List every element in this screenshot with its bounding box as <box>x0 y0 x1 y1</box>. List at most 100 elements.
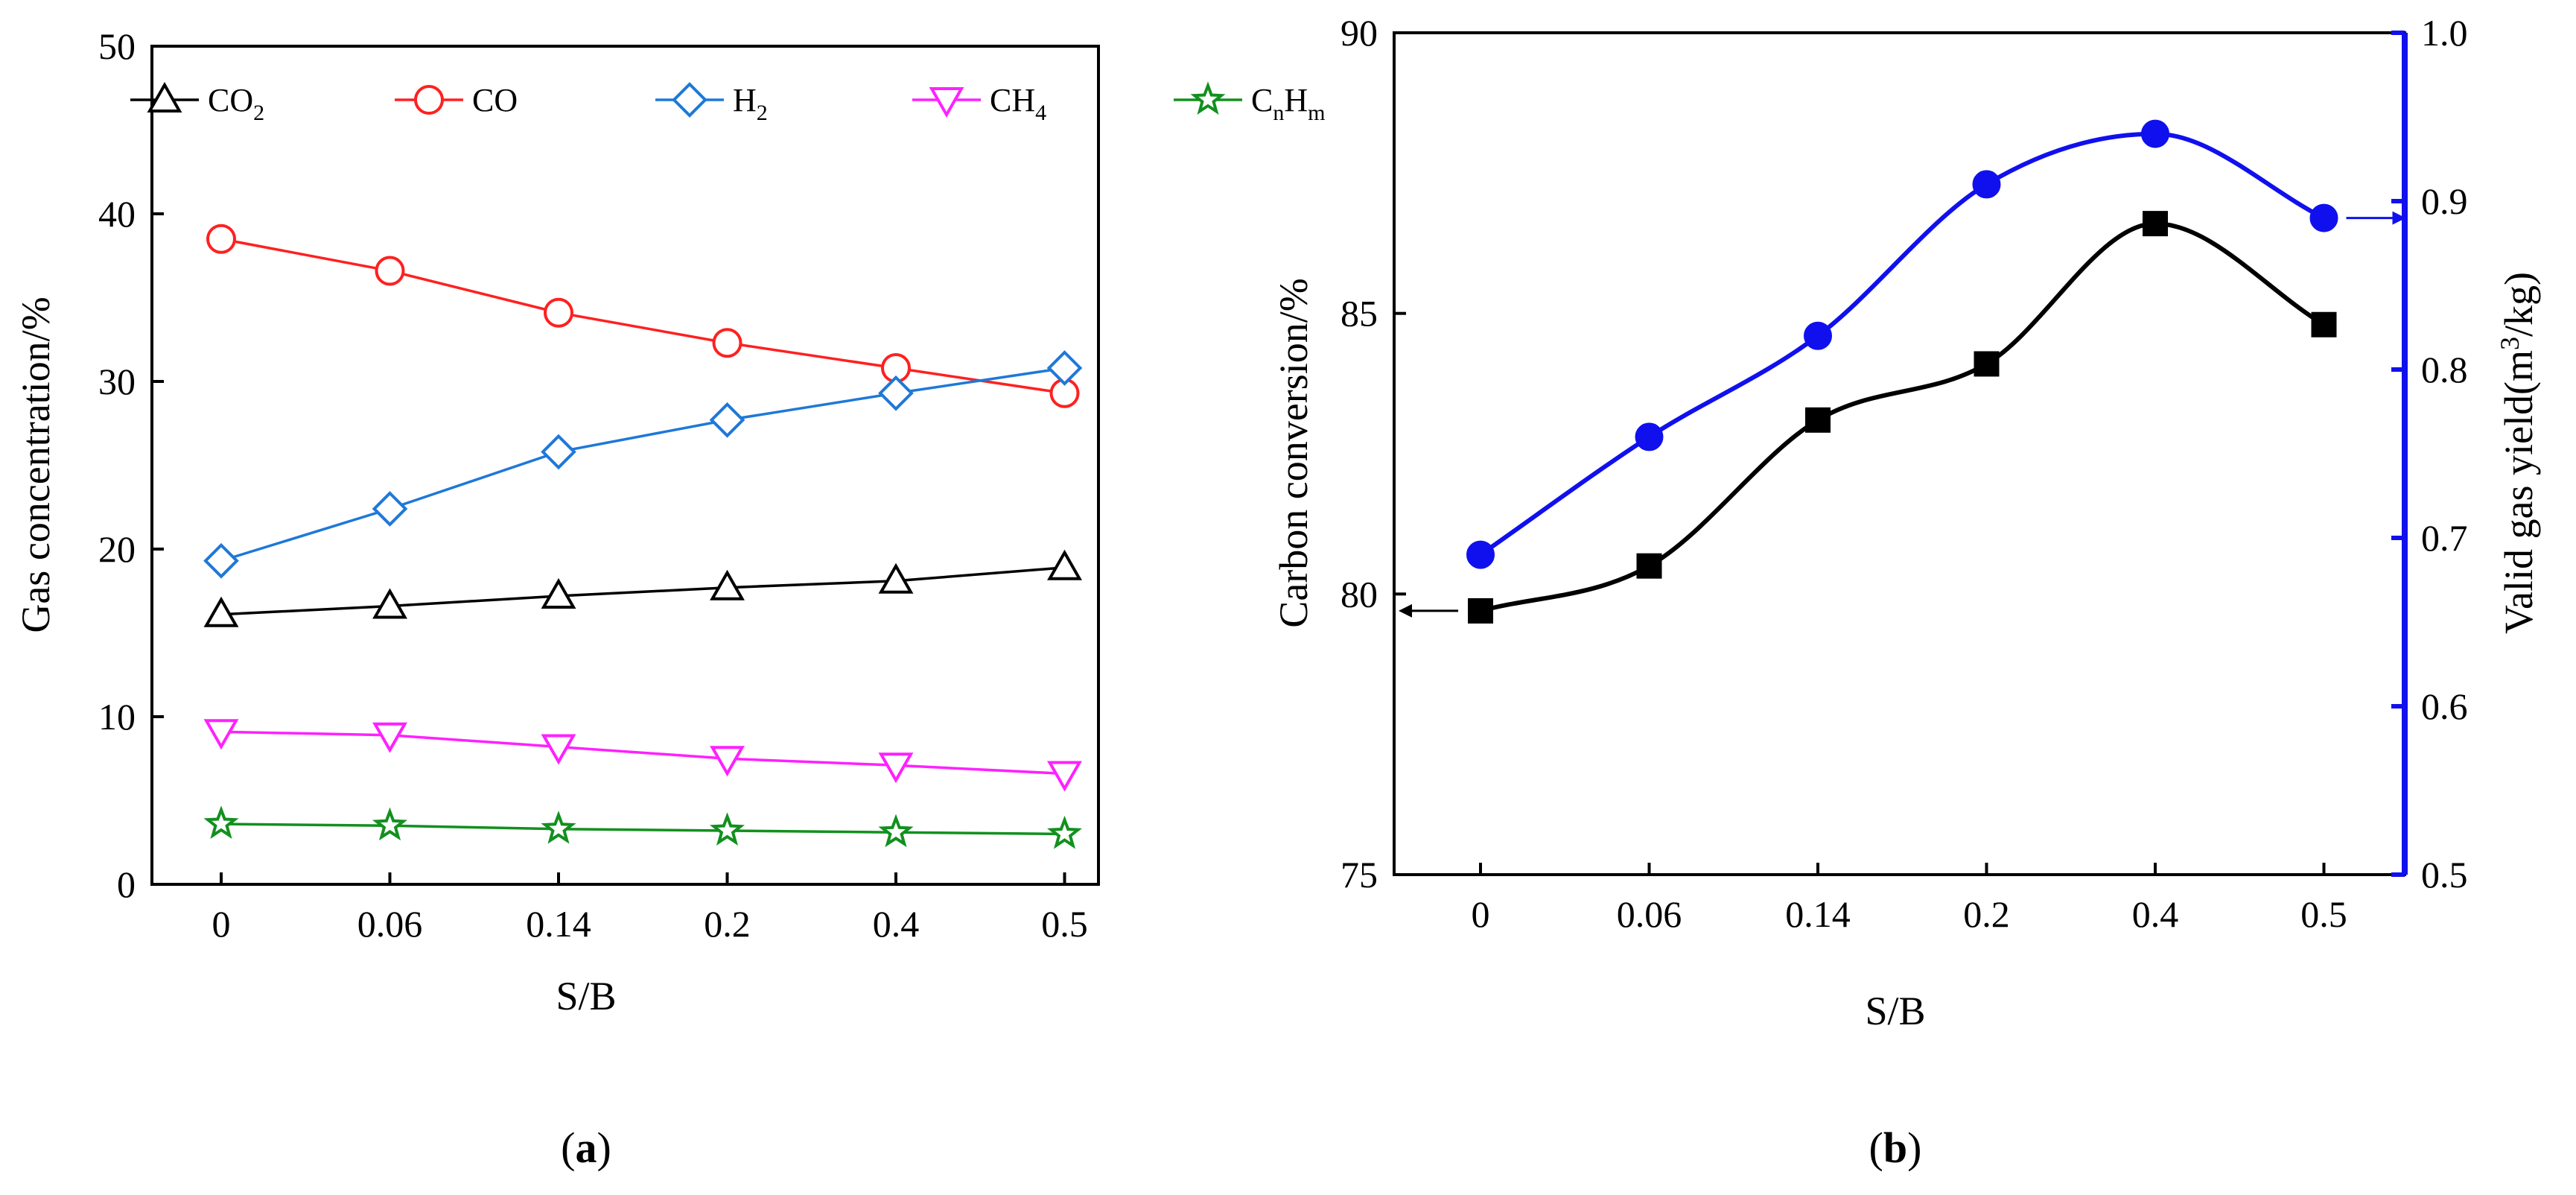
chart-a-point-ch4 <box>372 722 407 753</box>
caption-a-letter: a <box>576 1123 597 1172</box>
chart-a-line-h2 <box>220 367 1065 562</box>
chart-b-y-tick-label-right: 1.0 <box>2421 12 2468 54</box>
chart-b-point-gas <box>2141 119 2169 148</box>
chart-a-x-tick-label: 0.06 <box>357 903 423 945</box>
chart-b-point-carbon <box>1974 351 2000 377</box>
chart-a-point-h2 <box>878 375 914 411</box>
chart-a-point-h2 <box>372 491 408 527</box>
chart-a-point-cnhm <box>878 814 914 848</box>
chart-a-x-tick-label: 0 <box>212 903 231 945</box>
chart-b-x-tick-label: 0 <box>1472 893 1490 935</box>
chart-b-arrowhead-carbon <box>1399 603 1412 618</box>
chart-a-point-ch4 <box>710 746 745 777</box>
caption-a: (a) <box>561 1123 611 1172</box>
chart-b-y-axis-label-right-rest: /kg) <box>2496 272 2541 337</box>
chart-b-y-tick-label-left: 90 <box>1341 12 1378 54</box>
chart-a-y-tick-label: 10 <box>98 696 136 738</box>
chart-a-y-tick-label: 50 <box>98 25 136 67</box>
chart-a-point-co <box>206 224 236 254</box>
chart-b-y-tick-label-right: 0.8 <box>2421 349 2468 390</box>
chart-a-y-tick-label: 40 <box>98 193 136 235</box>
chart-a-x-tick-label: 0.14 <box>526 903 591 945</box>
chart-a-legend-marker-h2 <box>672 82 707 118</box>
chart-a-point-ch4 <box>203 719 239 750</box>
chart-b-point-gas <box>2309 203 2338 232</box>
legend-label-sub2: m <box>1308 101 1325 125</box>
chart-b-point-carbon <box>2143 211 2168 237</box>
chart-a-y-tick-label: 30 <box>98 361 136 402</box>
chart-a-x-tick-label: 0.2 <box>704 903 751 945</box>
chart-b-point-gas <box>1635 422 1664 451</box>
chart-a-point-co <box>375 256 405 286</box>
chart-a-line-cnhm <box>220 822 1065 836</box>
chart-b-x-tick-label: 0.2 <box>1963 893 2010 935</box>
chart-b-y-axis-label-right-main: Valid gas yield(m <box>2496 350 2541 634</box>
chart-b-point-carbon <box>1636 553 1662 579</box>
legend-label-sub: 4 <box>1035 101 1046 125</box>
chart-a-legend-marker-co <box>414 85 444 115</box>
chart-a-legend-marker-cnhm <box>1190 81 1226 115</box>
chart-a-x-tick-label: 0.4 <box>873 903 920 945</box>
chart-b-x-axis-label: S/B <box>1865 989 1925 1033</box>
chart-a-point-co2 <box>203 596 239 627</box>
chart-b-fit-curve-carbon <box>1480 221 2326 613</box>
chart-b-y-axis-label-left: Carbon conversion/% <box>1271 278 1316 627</box>
chart-b-point-gas <box>1972 170 2001 199</box>
chart-b-y-tick-label-left: 80 <box>1341 573 1378 615</box>
chart-a-plot-frame <box>150 45 1100 886</box>
legend-label-sub: 2 <box>253 101 264 125</box>
chart-a-y-axis-label: Gas concentration/% <box>13 297 58 633</box>
chart-a-legend-marker-ch4 <box>929 87 964 118</box>
chart-b-y-tick-label-right: 0.5 <box>2421 854 2468 896</box>
chart-b-point-gas <box>1804 321 1832 350</box>
chart-b-x-tick-label: 0.06 <box>1617 893 1682 935</box>
chart-b-y-axis-label-right-sup: 3 <box>2495 337 2525 350</box>
chart-a-legend-label-co: CO <box>472 82 518 118</box>
chart-b-x-tick-label: 0.14 <box>1785 893 1851 935</box>
chart-a-point-co <box>712 328 742 358</box>
chart-a-legend-marker-co2 <box>147 81 182 112</box>
chart-a-point-cnhm <box>203 805 239 840</box>
chart-a-legend-label-ch4: CH4 <box>990 82 1046 125</box>
chart-b-arrowhead-gas <box>2392 211 2406 225</box>
chart-b-y-tick-label-left: 75 <box>1341 854 1378 896</box>
chart-b-y-tick-label-right: 0.9 <box>2421 180 2468 222</box>
chart-a-point-co2 <box>372 588 407 619</box>
chart-a-legend-label-co2: CO2 <box>208 82 264 125</box>
legend-label-main: CO <box>208 82 253 118</box>
chart-b-fit-curve-gas <box>1479 131 2325 557</box>
chart-b-y-tick-label-right: 0.6 <box>2421 685 2468 727</box>
chart-a-line-co2 <box>220 566 1065 616</box>
chart-b-y-tick-label-left: 85 <box>1341 293 1378 335</box>
chart-a-point-cnhm <box>372 807 408 841</box>
chart-b-x-tick-label: 0.5 <box>2300 893 2347 935</box>
chart-a-legend-label-h2: H2 <box>733 82 768 125</box>
chart-a-point-co2 <box>541 577 576 609</box>
legend-label-main: C <box>1251 82 1273 118</box>
chart-b: 75 80 85 90 0.5 0.6 0.7 0.8 0.9 1.0 0 0.06 0.14 0.2… <box>1271 12 2541 1172</box>
chart-a-point-cnhm <box>709 812 745 846</box>
chart-a-line-ch4 <box>220 730 1065 776</box>
chart-a-point-co2 <box>710 569 745 600</box>
chart-a-point-h2 <box>203 542 239 579</box>
chart-b-plot-frame <box>1393 31 2406 876</box>
legend-label-main: CO <box>472 82 518 118</box>
chart-b-point-gas <box>1466 540 1495 569</box>
chart-a-point-h2 <box>709 402 745 438</box>
chart-a-point-co2 <box>878 562 914 594</box>
chart-b-y-tick-label-right: 0.7 <box>2421 517 2468 559</box>
chart-b-y-axis-label-right: Valid gas yield(m3/kg) <box>2495 272 2541 634</box>
chart-a-point-co2 <box>1047 549 1082 580</box>
chart-a-x-axis-label: S/B <box>556 974 616 1018</box>
chart-b-point-carbon <box>1805 407 1831 433</box>
caption-b: (b) <box>1869 1123 1922 1172</box>
chart-b-x-tick-label: 0.4 <box>2132 893 2179 935</box>
chart-a-point-ch4 <box>1047 761 1082 792</box>
legend-label-main: CH <box>990 82 1035 118</box>
chart-a-legend-label-cnhm: CnHm <box>1251 82 1325 125</box>
chart-b-point-carbon <box>2311 311 2337 337</box>
chart-a-point-cnhm <box>541 811 576 844</box>
chart-a-legend: CO2 CO H2 CH4 CnHm <box>130 81 1325 125</box>
